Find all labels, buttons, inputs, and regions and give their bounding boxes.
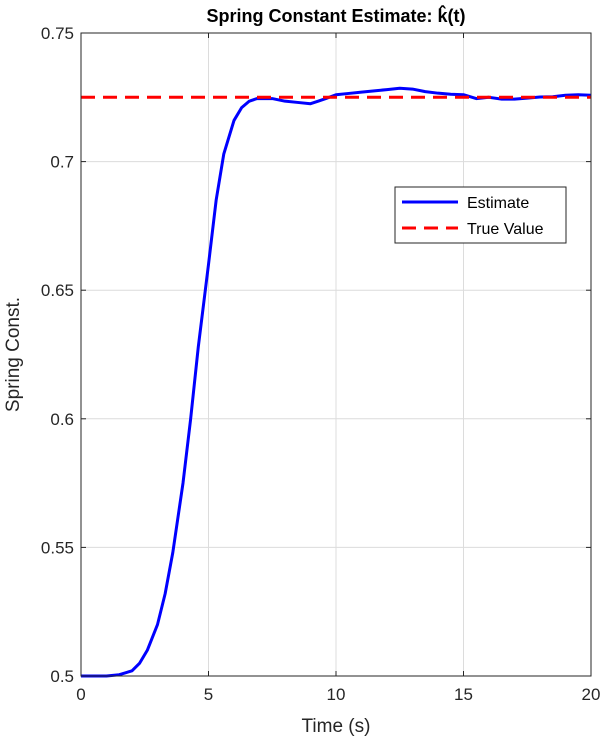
legend-box xyxy=(394,186,567,244)
x-tick-label: 0 xyxy=(76,685,85,704)
y-tick-label: 0.75 xyxy=(41,24,74,43)
series-line-0 xyxy=(81,86,592,678)
y-tick-label: 0.55 xyxy=(41,538,74,557)
y-tick-label: 0.6 xyxy=(50,410,74,429)
x-tick-label: 5 xyxy=(204,685,213,704)
y-tick-label: 0.65 xyxy=(41,281,74,300)
legend: Estimate True Value xyxy=(394,186,567,244)
x-tick-label: 15 xyxy=(454,685,473,704)
x-axis-label: Time (s) xyxy=(302,716,371,737)
y-tick-label: 0.5 xyxy=(50,667,74,686)
ticks: 0 5 10 15 20 0.5 0.55 0.6 0.65 0.7 0.75 xyxy=(41,24,601,704)
y-axis-label: Spring Const. xyxy=(3,297,24,412)
legend-label-0: Estimate xyxy=(467,195,529,212)
x-tick-label: 20 xyxy=(582,685,601,704)
series-layer xyxy=(81,86,592,678)
chart-title: Spring Constant Estimate: k̂(t) xyxy=(206,5,465,26)
x-tick-label: 10 xyxy=(327,685,346,704)
y-tick-label: 0.7 xyxy=(50,153,74,172)
legend-label-1: True Value xyxy=(467,221,544,238)
